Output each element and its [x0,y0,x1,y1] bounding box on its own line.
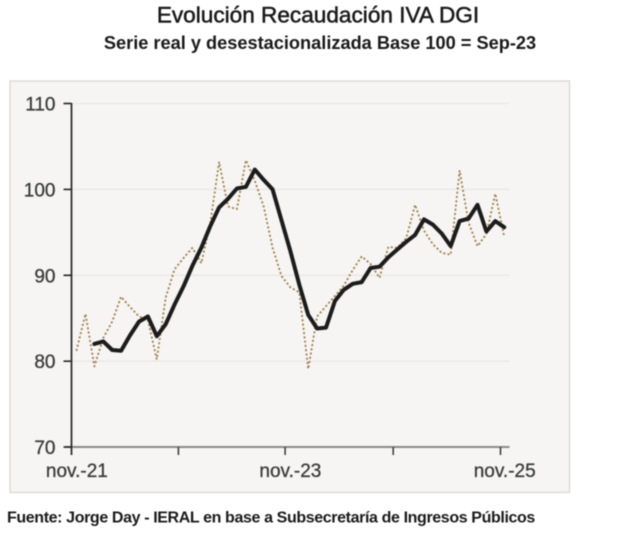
svg-text:Evolución Recaudación IVA DGI: Evolución Recaudación IVA DGI [157,3,479,28]
svg-text:100: 100 [24,180,56,201]
svg-text:70: 70 [34,438,55,459]
svg-text:nov.-23: nov.-23 [259,461,321,482]
svg-text:80: 80 [34,352,55,373]
svg-text:110: 110 [25,95,55,116]
svg-text:nov.-21: nov.-21 [46,461,108,482]
svg-text:Serie real y desestacionalizad: Serie real y desestacionalizada Base 100… [104,33,536,53]
svg-text:Fuente: Jorge Day - IERAL en b: Fuente: Jorge Day - IERAL en base a Subs… [7,509,535,526]
svg-text:90: 90 [34,266,55,287]
svg-text:nov.-25: nov.-25 [474,461,536,482]
